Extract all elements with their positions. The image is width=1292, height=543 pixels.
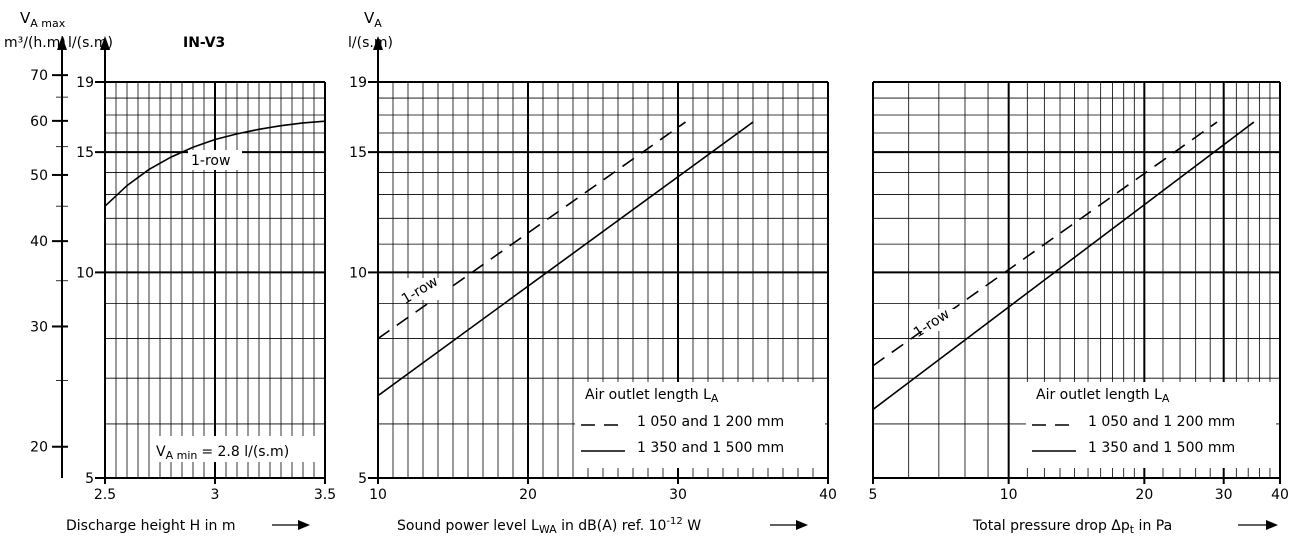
legend-sound-title: Air outlet length LA [585,387,719,405]
y-tick-label-m3: 50 [30,168,48,184]
x-label-arrowhead-3 [1266,520,1278,530]
x-tick-label-2: 20 [519,487,537,503]
y-axis-ls-1-arrow [100,36,110,50]
annotation-bg-vamin [152,436,322,462]
chart-title-inv3: IN-V3 [183,35,225,51]
legend-sound-item-dashed: 1 050 and 1 200 mm [637,414,784,430]
x-tick-label-3: 5 [869,487,878,503]
x-tick-label-3: 30 [1215,487,1233,503]
label-bg-1row-2 [398,278,452,300]
y-tick-label-ls-2: 10 [349,265,367,281]
series-line-dashed-sound [377,121,686,340]
x-tick-label-1: 2.5 [94,487,116,503]
legend-sound-item-solid: 1 350 and 1 500 mm [637,440,784,456]
y-axis-unit-m3: m³/(h.m) [4,35,66,51]
y-axis-ls-2-arrow [373,36,383,50]
label-bg-1row-1 [188,150,242,170]
x-tick-label-3: 40 [1271,487,1289,503]
x-axis-label-3: Total pressure drop Δpt in Pa [972,518,1172,536]
y-tick-label-ls-1: 10 [76,265,94,281]
series-layer [104,120,1255,411]
y-tick-label-ls-2: 15 [349,145,367,161]
x-label-arrowhead-1 [298,520,310,530]
y-axis-va-title: VA [364,9,382,30]
y-tick-label-m3: 70 [30,68,48,84]
x-tick-label-3: 10 [1000,487,1018,503]
y-tick-label-m3: 40 [30,234,48,250]
y-axis-unit-ls-2: l/(s.m) [348,35,393,51]
y-tick-label-ls-2: 5 [358,471,367,487]
x-tick-label-3: 20 [1135,487,1153,503]
y-tick-label-m3: 20 [30,440,48,456]
x-tick-label-1: 3 [211,487,220,503]
x-tick-label-2: 30 [669,487,687,503]
y-tick-label-ls-1: 19 [76,75,94,91]
series-label-1-row-1: 1-row [191,153,230,169]
x-axis-label-2: Sound power level LWA in dB(A) ref. 10-1… [397,516,701,536]
y-axis-unit-ls-1: l/(s.m) [68,35,113,51]
legend-pressure-item-dashed: 1 050 and 1 200 mm [1088,414,1235,430]
y-tick-label-ls-1: 15 [76,145,94,161]
y-tick-label-m3: 30 [30,319,48,335]
y-tick-label-m3: 60 [30,114,48,130]
y-axis-m3-arrow [57,36,67,50]
annotation-vamin: VA min = 2.8 l/(s.m) [156,444,289,462]
x-label-arrowhead-2 [796,520,808,530]
legend-pressure-title: Air outlet length LA [1036,387,1170,405]
x-tick-label-1: 3.5 [314,487,336,503]
y-tick-label-ls-1: 5 [85,471,94,487]
series-line-solid-pressure [872,121,1255,411]
label-bg-1row-3 [909,309,963,331]
series-line-solid-sound [377,121,754,397]
x-tick-label-2: 10 [369,487,387,503]
series-line-1-row-vamax [104,120,326,207]
grid-layer [104,81,1281,479]
axis-layer [52,36,1281,530]
y-axis-vamax-title: VA max [20,9,66,30]
y-tick-label-ls-2: 19 [349,75,367,91]
legend-pressure-item-solid: 1 350 and 1 500 mm [1088,440,1235,456]
x-tick-label-2: 40 [819,487,837,503]
x-axis-label-1: Discharge height H in m [66,518,235,534]
